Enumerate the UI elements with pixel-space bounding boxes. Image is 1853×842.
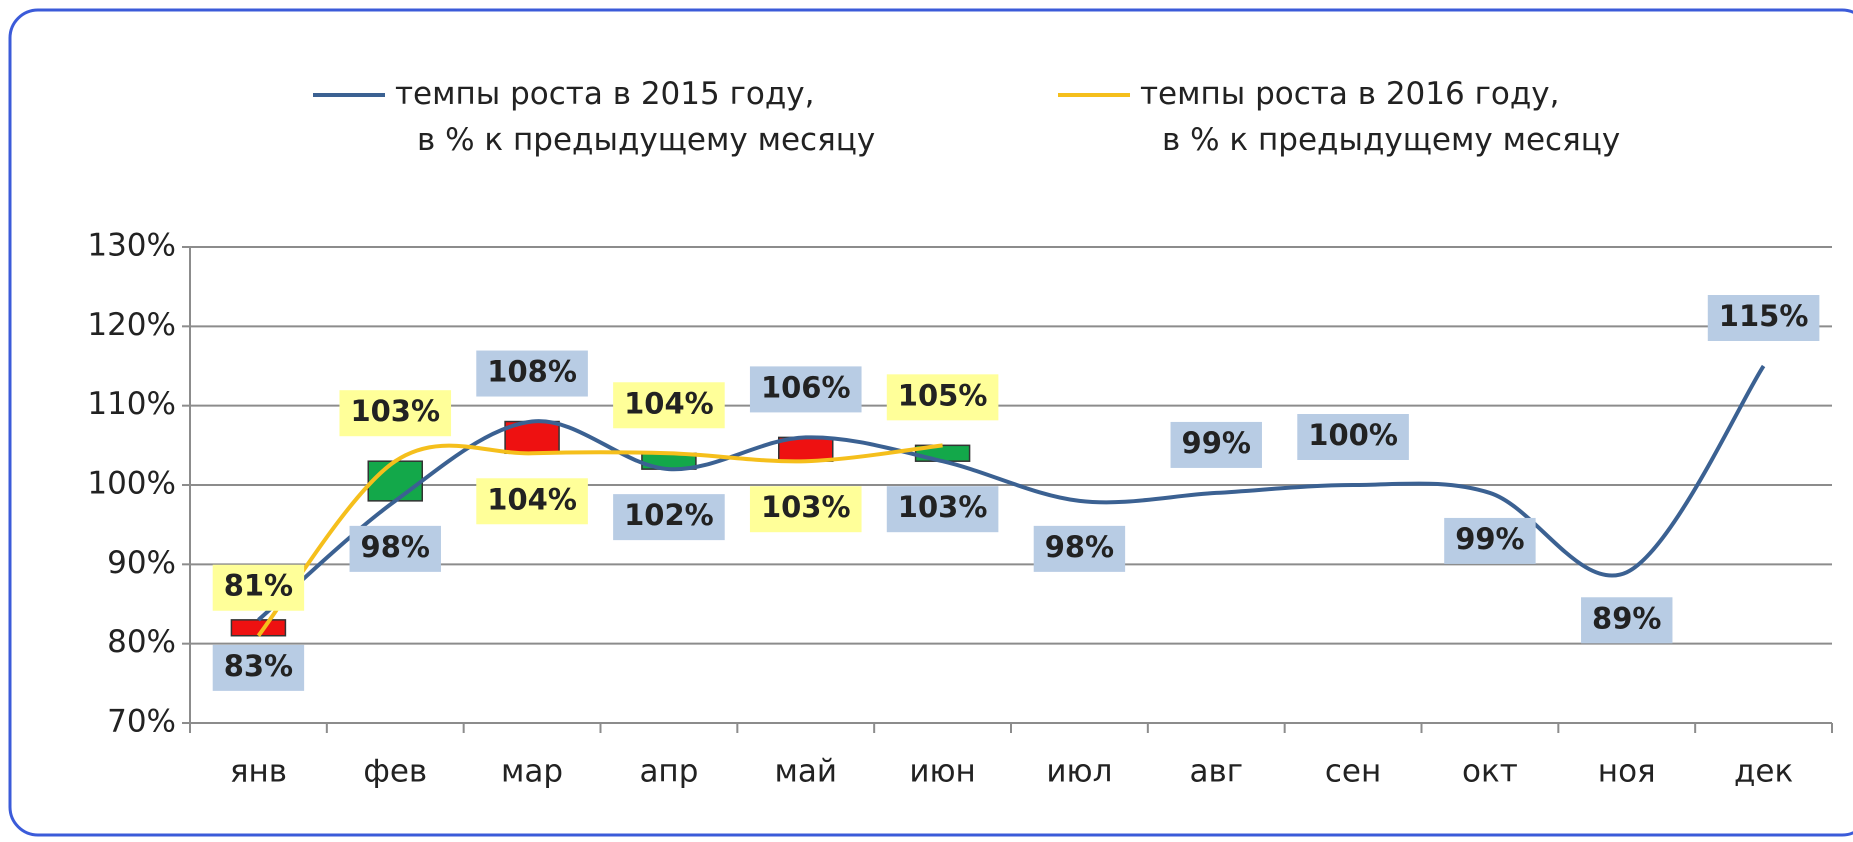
x-tick-label: фев: [363, 754, 427, 790]
data-label-text: 105%: [898, 378, 988, 412]
data-label-text: 81%: [224, 569, 293, 603]
legend-label: темпы роста в 2015 году, в % к предыдущем…: [395, 76, 875, 158]
data-label-text: 99%: [1455, 522, 1524, 556]
data-label-text: 104%: [624, 386, 714, 420]
data-label-bg: [886, 486, 999, 533]
legend-label: темпы роста в 2016 году, в % к предыдущем…: [1140, 76, 1620, 158]
data-label: 99%: [1170, 421, 1262, 468]
data-label-text: 103%: [350, 394, 440, 428]
data-label-bg: [339, 390, 452, 437]
data-label-bg: [212, 644, 305, 691]
data-label-text: 103%: [898, 490, 988, 524]
x-tick-label: ноя: [1598, 754, 1656, 790]
series-line: [257, 364, 1766, 622]
series-line: [256, 443, 943, 637]
data-label-text: 100%: [1308, 418, 1398, 452]
data-label: 81%: [212, 564, 305, 611]
x-tick-label: янв: [230, 754, 287, 790]
data-label-text: 98%: [361, 530, 430, 564]
data-label-bg: [749, 486, 862, 533]
data-label-bg: [349, 525, 441, 572]
data-label: 98%: [1033, 525, 1126, 572]
data-label-bg: [1707, 295, 1820, 341]
y-tick-label: 120%: [87, 307, 176, 343]
data-label: 104%: [613, 382, 725, 429]
data-label: 106%: [749, 366, 862, 413]
data-label-text: 99%: [1182, 426, 1251, 460]
y-tick-label: 110%: [87, 386, 176, 422]
data-label-bg: [1033, 525, 1126, 572]
data-label-bg: [886, 374, 999, 421]
data-label: 103%: [339, 390, 452, 437]
data-label: 99%: [1444, 517, 1536, 564]
data-label: 104%: [476, 478, 588, 525]
data-label-bg: [1581, 597, 1673, 644]
data-label: 83%: [212, 644, 305, 691]
data-label-bg: [476, 350, 588, 397]
data-label: 105%: [886, 374, 999, 421]
x-tick-label: май: [774, 754, 837, 790]
x-tick-label: июн: [909, 754, 976, 790]
data-label: 100%: [1297, 414, 1409, 460]
data-label-text: 115%: [1719, 299, 1809, 333]
data-label-bg: [613, 382, 725, 429]
x-tick-label: авг: [1189, 754, 1243, 790]
data-label-text: 98%: [1045, 530, 1114, 564]
data-label: 102%: [613, 494, 725, 541]
data-label: 108%: [476, 350, 588, 397]
x-tick-label: июл: [1046, 754, 1112, 790]
data-label: 103%: [886, 486, 999, 533]
data-label: 89%: [1581, 597, 1673, 644]
data-label: 115%: [1707, 295, 1820, 341]
data-label-text: 106%: [761, 370, 851, 404]
y-tick-label: 80%: [107, 624, 176, 660]
y-tick-label: 100%: [87, 466, 176, 502]
x-tick-label: дек: [1734, 754, 1793, 790]
data-label-bg: [613, 494, 725, 541]
data-label-text: 108%: [487, 355, 577, 389]
y-tick-label: 90%: [107, 545, 176, 581]
chart-frame: [8, 8, 1853, 837]
x-tick-label: апр: [639, 754, 698, 790]
up-down-bar: [367, 460, 423, 502]
data-label-text: 83%: [224, 649, 293, 683]
x-tick-label: окт: [1462, 754, 1518, 790]
y-tick-label: 70%: [107, 704, 176, 740]
data-label-bg: [749, 366, 862, 413]
data-label-text: 89%: [1592, 601, 1661, 635]
data-label-bg: [476, 478, 588, 525]
data-label-bg: [212, 564, 305, 611]
x-tick-label: мар: [501, 754, 563, 790]
data-label-bg: [1297, 414, 1409, 460]
data-label-text: 102%: [624, 498, 714, 532]
data-label-text: 103%: [761, 490, 851, 524]
y-tick-label: 130%: [87, 228, 176, 264]
data-label: 98%: [349, 525, 441, 572]
data-label-bg: [1170, 421, 1262, 468]
x-tick-label: сен: [1325, 754, 1381, 790]
data-label-text: 104%: [487, 482, 577, 516]
data-label: 103%: [749, 486, 862, 533]
data-label-bg: [1444, 517, 1536, 564]
